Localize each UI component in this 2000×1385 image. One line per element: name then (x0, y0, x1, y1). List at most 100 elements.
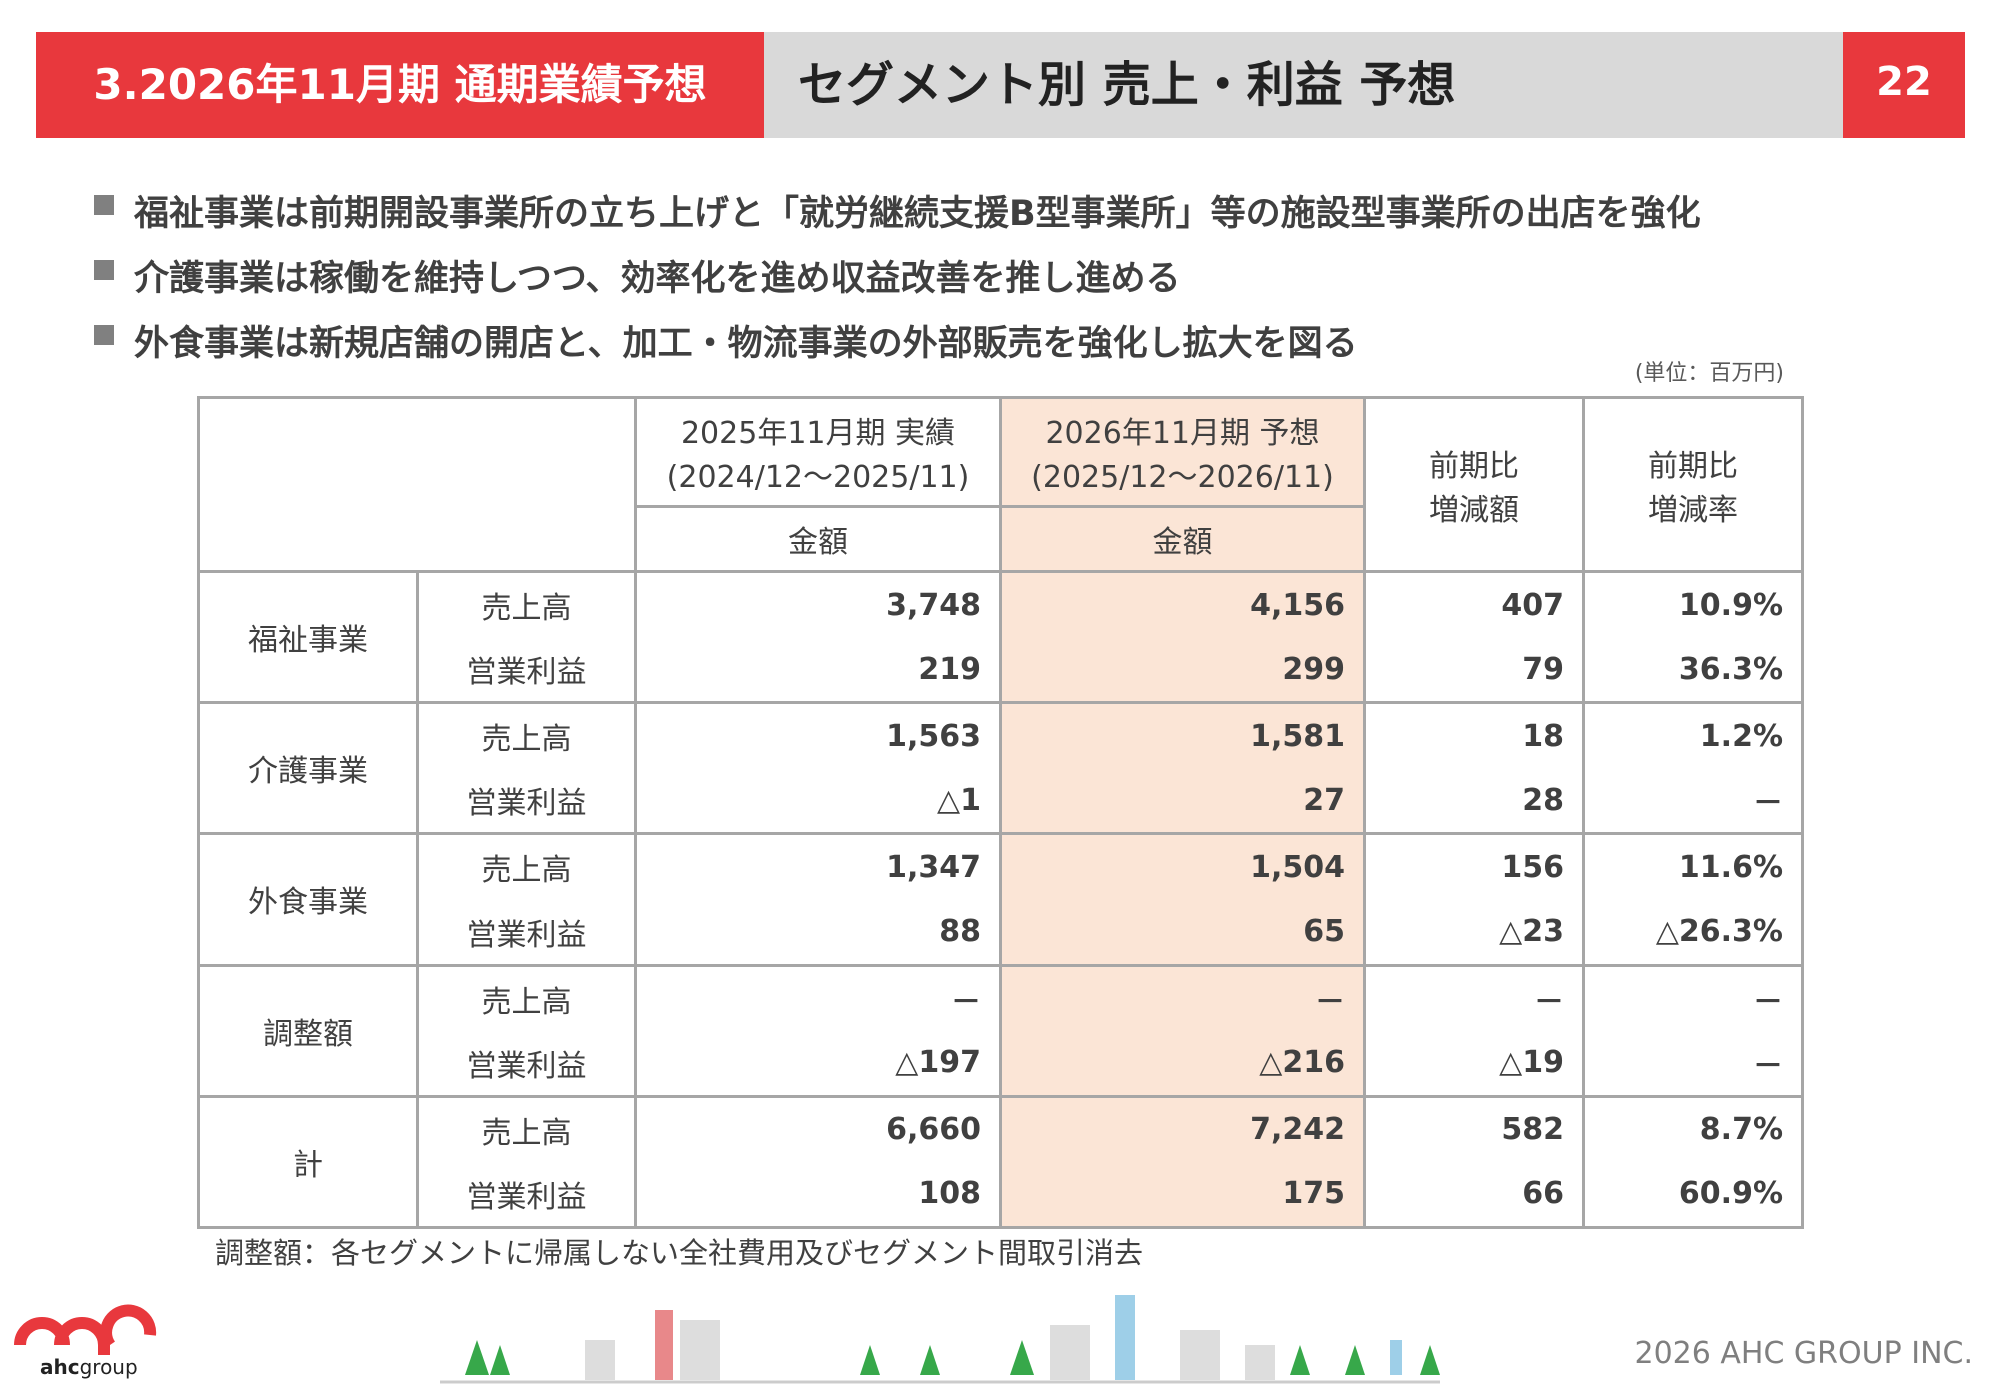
value-cell: 1.2% (1582, 701, 1804, 769)
value: 7,242 (1250, 1112, 1345, 1148)
item-label: 営業利益 (466, 1179, 587, 1215)
corner-cell (197, 396, 637, 573)
header-text: 金額 (1152, 525, 1213, 560)
item-label: 売上高 (481, 853, 572, 889)
value: 108 (918, 1176, 981, 1212)
segment-name: 福祉事業 (248, 623, 368, 659)
section-title: 3.2026年11月期 通期業績予想 (36, 32, 764, 138)
value-cell: 1,347 (634, 832, 1002, 900)
header-cell: 金額 (999, 505, 1366, 573)
value: 1,347 (886, 849, 981, 885)
segment-table: 2025年11月期 実績 (2024/12～2025/11) 2026年11月期 予… (197, 396, 1804, 1229)
value: △26.3% (1655, 914, 1783, 950)
value: － (1753, 786, 1783, 822)
item-cell: 営業利益 (416, 899, 637, 967)
segment-cell: 外食事業 (197, 832, 419, 967)
page-number: 22 (1843, 32, 1965, 138)
item-cell: 売上高 (416, 963, 637, 1031)
value-cell: 88 (634, 899, 1002, 967)
value: 88 (939, 914, 981, 950)
value: － (1753, 984, 1783, 1020)
value: △1 (937, 782, 981, 818)
value-cell: － (634, 963, 1002, 1031)
value: 582 (1501, 1112, 1564, 1148)
bullet-text: 介護事業は稼働を維持しつつ、効率化を進め収益改善を推し進める (134, 259, 1181, 299)
value-cell: 79 (1363, 637, 1585, 705)
value-cell: 175 (999, 1161, 1366, 1229)
value: 36.3% (1678, 651, 1783, 687)
value-cell: 18 (1363, 701, 1585, 769)
value: 65 (1303, 914, 1345, 950)
value: 27 (1303, 782, 1345, 818)
value: △216 (1259, 1045, 1345, 1081)
value-cell: 7,242 (999, 1094, 1366, 1162)
value-cell: 6,660 (634, 1094, 1002, 1162)
value-cell: △23 (1363, 899, 1585, 967)
value: 4,156 (1250, 587, 1345, 623)
value-cell: 1,563 (634, 701, 1002, 769)
value: 1,563 (886, 718, 981, 754)
logo-suffix: group (79, 1355, 138, 1379)
header-line: 2025年11月期 実績 (680, 416, 956, 451)
header-line: (2025/12～2026/11) (1031, 460, 1334, 495)
value: － (951, 984, 981, 1020)
header-cell: 前期比 増減率 (1582, 396, 1804, 573)
value-cell: － (999, 963, 1366, 1031)
value: 66 (1522, 1176, 1564, 1212)
item-label: 売上高 (481, 1115, 572, 1151)
value: 1,504 (1250, 849, 1345, 885)
logo: ahcgroup (40, 1355, 138, 1379)
header-cell: 2026年11月期 予想 (2025/12～2026/11) (999, 396, 1366, 508)
value: △19 (1499, 1045, 1564, 1081)
item-cell: 売上高 (416, 1094, 637, 1162)
value: 6,660 (886, 1112, 981, 1148)
segment-name: 調整額 (263, 1016, 353, 1052)
value: 60.9% (1678, 1176, 1783, 1212)
segment-cell: 福祉事業 (197, 569, 419, 705)
header-text: 金額 (788, 525, 848, 560)
segment-name: 外食事業 (248, 885, 368, 921)
header-line: 2026年11月期 予想 (1045, 416, 1320, 451)
header-line: 増減額 (1429, 492, 1519, 528)
value: 11.6% (1678, 849, 1783, 885)
value-cell: － (1582, 768, 1804, 836)
item-cell: 営業利益 (416, 1030, 637, 1098)
value-cell: 3,748 (634, 570, 1002, 638)
value-cell: － (1363, 963, 1585, 1031)
value-cell: 8.7% (1582, 1094, 1804, 1162)
item-cell: 営業利益 (416, 768, 637, 836)
segment-cell: 調整額 (197, 963, 419, 1098)
value-cell: － (1582, 1030, 1804, 1098)
page-title: セグメント別 売上・利益 予想 (764, 32, 1843, 138)
value: 299 (1282, 651, 1345, 687)
value: 28 (1522, 782, 1564, 818)
header-cell: 2025年11月期 実績 (2024/12～2025/11) (634, 396, 1002, 508)
value-cell: 66 (1363, 1161, 1585, 1229)
copyright: 2026 AHC GROUP INC. (1634, 1336, 1973, 1371)
value-cell: － (1582, 963, 1804, 1031)
value: △197 (895, 1045, 981, 1081)
value-cell: 219 (634, 637, 1002, 705)
value-cell: 582 (1363, 1094, 1585, 1162)
value: 1,581 (1250, 718, 1345, 754)
bullet-text: 福祉事業は前期開設事業所の立ち上げと「就労継続支援B型事業所」等の施設型事業所の… (134, 194, 1701, 234)
unit: (単位：百万円) (1634, 361, 1784, 386)
item-label: 売上高 (481, 591, 572, 627)
value-cell: △216 (999, 1030, 1366, 1098)
value: 156 (1501, 849, 1564, 885)
header-line: (2024/12～2025/11) (666, 460, 970, 495)
item-cell: 売上高 (416, 832, 637, 900)
item-label: 売上高 (481, 984, 572, 1020)
header-line: 前期比 (1648, 448, 1738, 484)
value-cell: △197 (634, 1030, 1002, 1098)
item-cell: 売上高 (416, 701, 637, 769)
value-cell: 65 (999, 899, 1366, 967)
value-cell: 28 (1363, 768, 1585, 836)
item-label: 営業利益 (466, 655, 587, 691)
header-line: 増減率 (1648, 492, 1738, 528)
footer-art (14, 1295, 1440, 1384)
bullet-square (94, 325, 114, 345)
value: 175 (1282, 1176, 1345, 1212)
value-cell: 156 (1363, 832, 1585, 900)
value-cell: △1 (634, 768, 1002, 836)
